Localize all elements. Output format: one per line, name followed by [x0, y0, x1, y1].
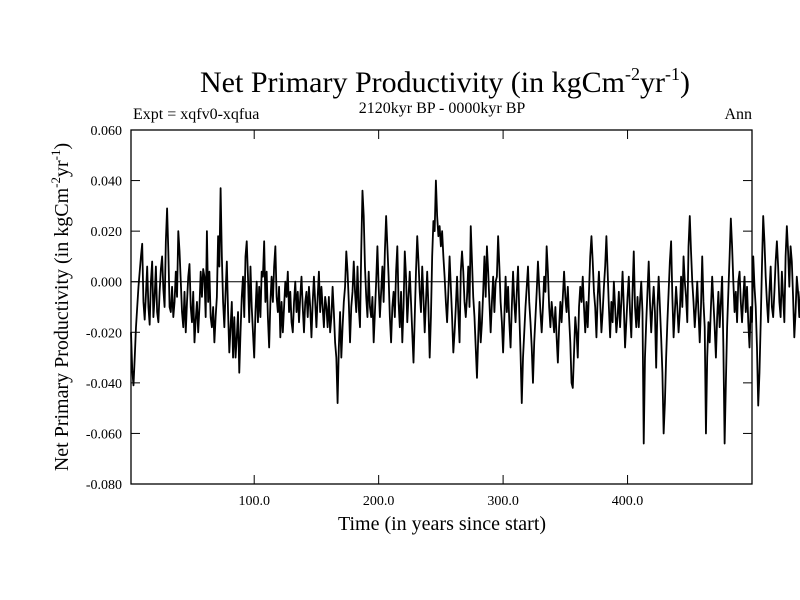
y-tick-label: -0.080 [86, 478, 122, 493]
y-tick-label: 0.000 [91, 276, 123, 291]
x-tick-label: 300.0 [487, 494, 519, 509]
x-axis-label: Time (in years since start) [338, 513, 546, 535]
y-axis-label: Net Primary Productivity (in kgCm-2yr-1) [48, 143, 73, 471]
period-label: 2120kyr BP - 0000kyr BP [359, 100, 526, 117]
y-axis-ticks: 0.060 0.040 0.020 0.000 -0.020 -0.040 -0.060 -0… [86, 124, 752, 493]
y-tick-label: 0.060 [91, 124, 123, 139]
y-tick-label: 0.020 [91, 225, 123, 240]
season-label: Ann [724, 106, 752, 123]
y-tick-label: -0.060 [86, 427, 122, 442]
y-tick-label: 0.040 [91, 175, 123, 190]
npp-series-line [130, 179, 800, 445]
y-tick-label: -0.020 [86, 326, 122, 341]
x-tick-label: 200.0 [363, 494, 395, 509]
x-tick-label: 400.0 [612, 494, 644, 509]
plot-frame [130, 129, 753, 485]
x-tick-label: 100.0 [238, 494, 270, 509]
x-axis-ticks: 100.0 200.0 300.0 400.0 [238, 130, 643, 509]
experiment-label: Expt = xqfv0-xqfua [133, 106, 259, 123]
chart-title: Net Primary Productivity (in kgCm-2yr-1) [200, 64, 690, 99]
y-tick-label: -0.040 [86, 377, 122, 392]
